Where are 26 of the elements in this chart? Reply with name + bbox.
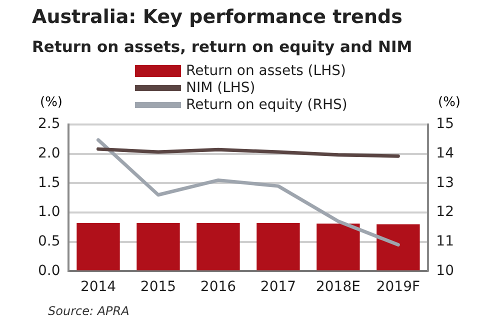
y2-tick-label: 15	[436, 116, 454, 132]
y2-tick-label: 10	[436, 262, 454, 279]
y2-tick-label: 14	[436, 145, 454, 162]
y-tick-label: 2.0	[38, 145, 60, 162]
legend-label: Return on assets (LHS)	[186, 62, 346, 78]
y-axis-title: (%)	[40, 95, 62, 110]
source-note: Source: APRA	[48, 304, 130, 318]
y2-tick-label: 11	[436, 233, 454, 250]
y-tick-label: 0.0	[38, 262, 60, 279]
chart-subtitle: Return on assets, return on equity and NIM	[32, 38, 412, 56]
x-tick-label: 2018E	[316, 279, 360, 296]
y-tick-label: 1.5	[38, 174, 60, 191]
legend-label: NIM (LHS)	[186, 80, 256, 96]
x-tick-label: 2014	[80, 279, 116, 296]
x-tick-label: 2017	[260, 279, 296, 296]
chart-title: Australia: Key performance trends	[32, 6, 402, 28]
y-tick-label: 0.5	[38, 233, 60, 250]
y-tick-label: 1.0	[38, 204, 60, 220]
y-tick-label: 2.5	[38, 116, 60, 132]
x-tick-label: 2015	[140, 279, 176, 296]
y2-tick-label: 13	[436, 174, 454, 191]
y2-axis-title: (%)	[438, 95, 460, 110]
x-tick-label: 2016	[200, 279, 236, 296]
x-tick-label: 2019F	[376, 279, 420, 296]
legend-label: Return on equity (RHS)	[186, 96, 348, 112]
y2-tick-label: 12	[436, 204, 454, 220]
